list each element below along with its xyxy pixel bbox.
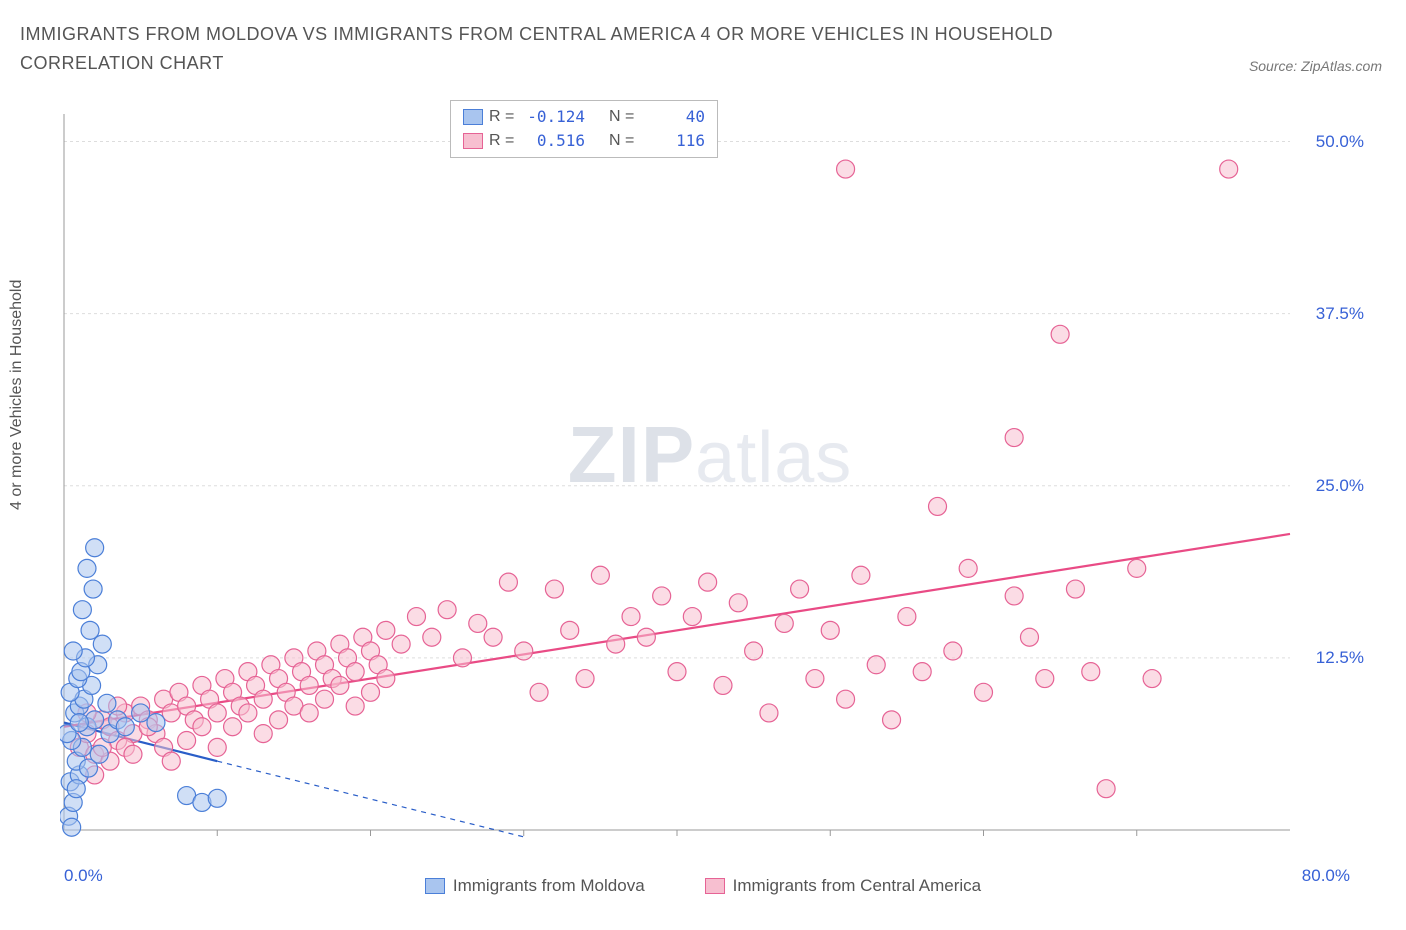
chart-title: IMMIGRANTS FROM MOLDOVA VS IMMIGRANTS FR…	[20, 20, 1140, 78]
r-value-central-america: 0.516	[525, 129, 585, 153]
swatch-moldova	[463, 109, 483, 125]
legend-item-central-america: Immigrants from Central America	[705, 876, 981, 896]
n-value-central-america: 116	[645, 129, 705, 153]
source-label: Source: ZipAtlas.com	[1249, 58, 1382, 74]
chart-header: IMMIGRANTS FROM MOLDOVA VS IMMIGRANTS FR…	[0, 0, 1406, 78]
r-value-moldova: -0.124	[525, 105, 585, 129]
r-label: R =	[489, 129, 519, 153]
legend-label-moldova: Immigrants from Moldova	[453, 876, 645, 896]
series-legend: Immigrants from Moldova Immigrants from …	[20, 876, 1386, 896]
n-label: N =	[609, 105, 639, 129]
n-label: N =	[609, 129, 639, 153]
y-tick-label: 12.5%	[1316, 648, 1364, 668]
y-tick-label: 37.5%	[1316, 304, 1364, 324]
scatter-svg	[60, 110, 1360, 860]
plot-area: ZIPatlas 12.5%25.0%37.5%50.0%0.0%80.0%	[60, 110, 1360, 860]
legend-item-moldova: Immigrants from Moldova	[425, 876, 645, 896]
swatch-central-america	[463, 133, 483, 149]
swatch-moldova-icon	[425, 878, 445, 894]
correlation-legend: R = -0.124 N = 40 R = 0.516 N = 116	[450, 100, 718, 158]
swatch-central-america-icon	[705, 878, 725, 894]
legend-row-moldova: R = -0.124 N = 40	[463, 105, 705, 129]
chart-container: R = -0.124 N = 40 R = 0.516 N = 116 4 or…	[20, 100, 1386, 900]
y-tick-label: 25.0%	[1316, 476, 1364, 496]
n-value-moldova: 40	[645, 105, 705, 129]
legend-label-central-america: Immigrants from Central America	[733, 876, 981, 896]
y-tick-label: 50.0%	[1316, 132, 1364, 152]
legend-row-central-america: R = 0.516 N = 116	[463, 129, 705, 153]
y-axis-label: 4 or more Vehicles in Household	[8, 280, 26, 510]
r-label: R =	[489, 105, 519, 129]
